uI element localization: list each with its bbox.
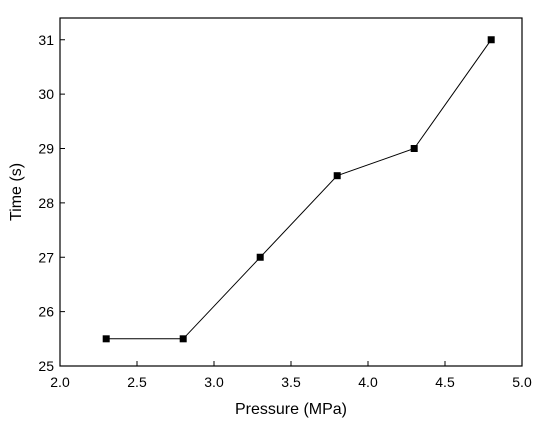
x-axis-ticks: 2.0 2.5 3.0 3.5 4.0 4.5 5.0 <box>50 361 532 390</box>
x-tick-label: 2.0 <box>50 374 70 390</box>
x-tick-label: 4.0 <box>358 374 378 390</box>
data-point-marker <box>179 335 187 343</box>
data-point-marker <box>333 172 341 180</box>
y-tick-label: 26 <box>38 304 54 320</box>
data-point-marker <box>487 36 495 44</box>
y-axis-ticks: 25 26 27 28 29 30 31 <box>38 32 65 374</box>
y-tick-label: 30 <box>38 86 54 102</box>
data-point-marker <box>256 253 264 261</box>
y-tick-label: 25 <box>38 358 54 374</box>
series-line <box>106 39 492 340</box>
y-tick-label: 27 <box>38 249 54 265</box>
x-axis-title: Pressure (MPa) <box>235 401 347 418</box>
plot-frame <box>59 17 523 367</box>
x-tick-label: 3.5 <box>281 374 301 390</box>
y-axis-title: Time (s) <box>8 163 25 221</box>
y-tick-label: 28 <box>38 195 54 211</box>
y-tick-label: 29 <box>38 141 54 157</box>
x-tick-label: 5.0 <box>512 374 532 390</box>
x-tick-label: 2.5 <box>127 374 147 390</box>
x-tick-label: 3.0 <box>204 374 224 390</box>
data-point-marker <box>410 145 418 152</box>
y-tick-label: 31 <box>38 32 54 48</box>
x-tick-label: 4.5 <box>435 374 455 390</box>
data-point-marker <box>102 335 110 343</box>
data-points <box>102 36 495 343</box>
